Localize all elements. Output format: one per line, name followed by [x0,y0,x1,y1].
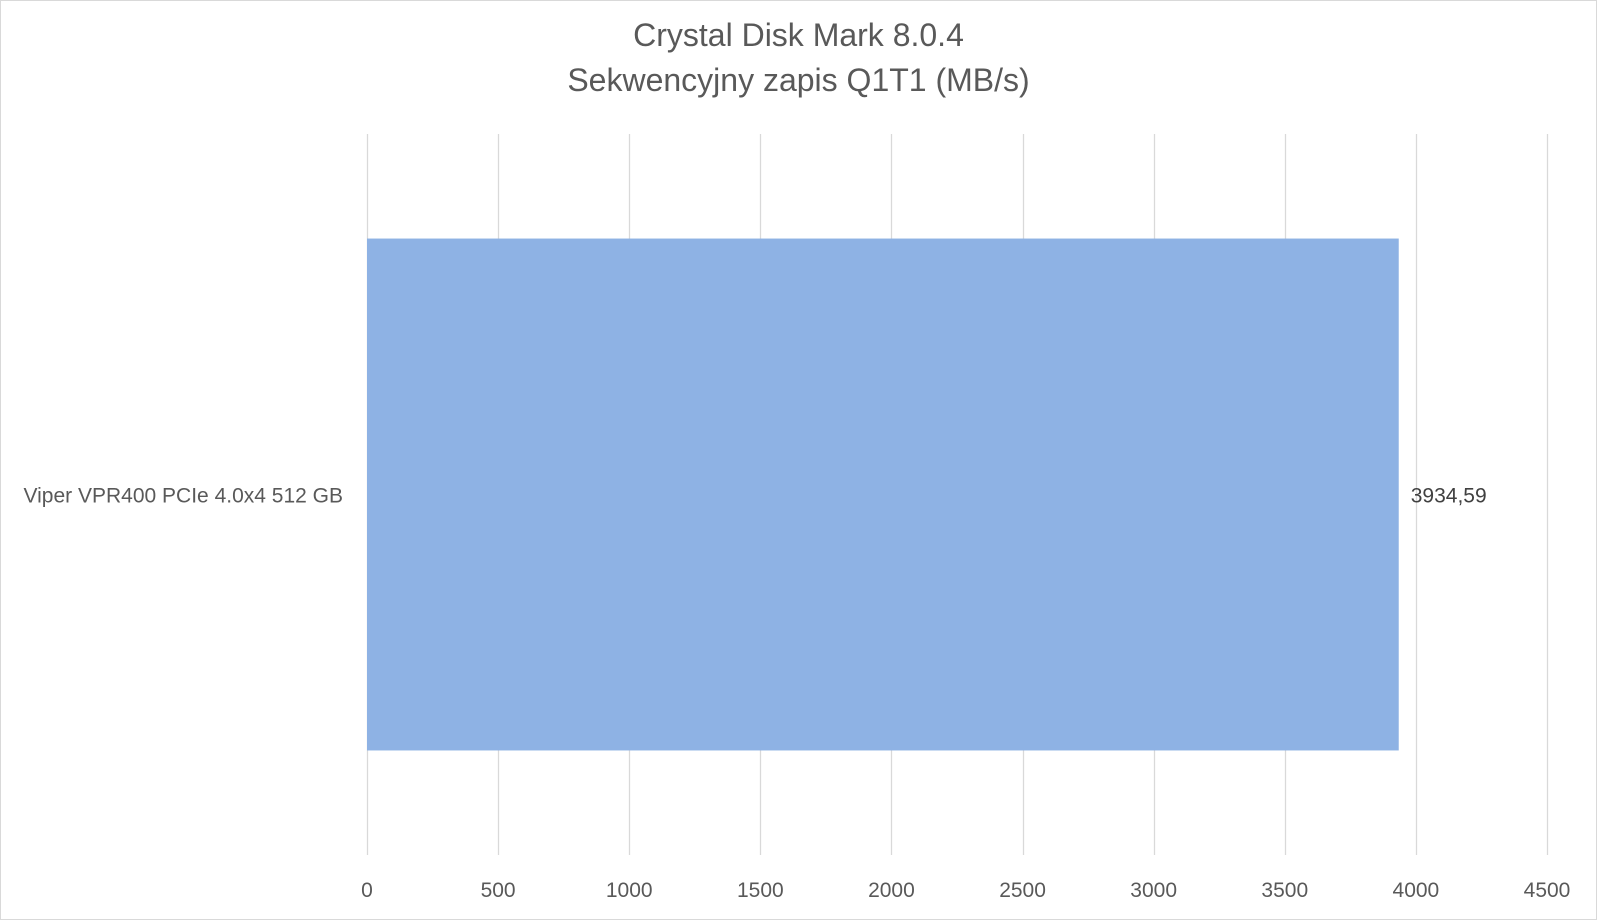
category-label: Viper VPR400 PCIe 4.0x4 512 GB [24,485,343,508]
x-tick-label: 2000 [868,879,915,902]
chart-subtitle: Sekwencyjny zapis Q1T1 (MB/s) [567,62,1030,98]
x-tick-label: 3000 [1130,879,1177,902]
x-tick-label: 500 [481,879,516,902]
chart-title: Crystal Disk Mark 8.0.4 [633,17,964,53]
x-tick-label: 0 [361,879,373,902]
x-tick-label: 3500 [1261,879,1308,902]
x-tick-label: 4500 [1524,879,1571,902]
x-tick-label: 2500 [999,879,1046,902]
data-label: 3934,59 [1411,485,1487,508]
x-tick-label: 4000 [1393,879,1440,902]
x-tick-label: 1000 [606,879,653,902]
bar [367,238,1399,751]
x-tick-label: 1500 [737,879,784,902]
